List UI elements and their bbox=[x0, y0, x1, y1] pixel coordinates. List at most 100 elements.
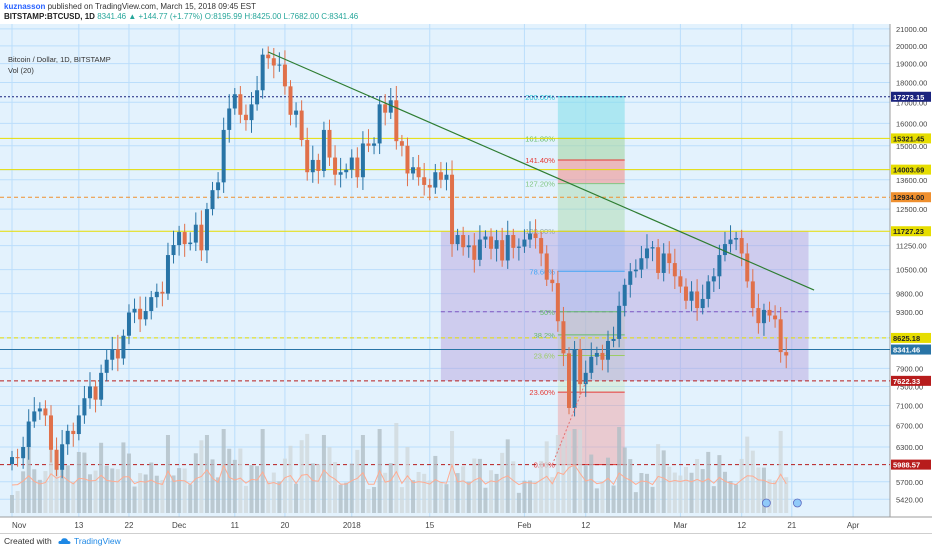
candle-body bbox=[177, 232, 182, 246]
candle-body bbox=[594, 352, 599, 357]
volume-bar bbox=[644, 473, 649, 513]
volume-bar bbox=[539, 460, 544, 513]
volume-bar bbox=[71, 481, 76, 513]
candle-body bbox=[544, 253, 549, 280]
volume-bar bbox=[583, 465, 588, 513]
volume-bar bbox=[672, 472, 677, 513]
volume-bar bbox=[277, 481, 282, 513]
candle-body bbox=[255, 90, 260, 105]
fib-level-label: 78.60% bbox=[529, 267, 555, 276]
volume-bar bbox=[121, 442, 126, 513]
candle-body bbox=[87, 386, 92, 399]
candle-body bbox=[333, 157, 338, 175]
volume-bar bbox=[728, 481, 733, 513]
candle-body bbox=[555, 283, 560, 322]
candle-body bbox=[728, 239, 733, 245]
y-tick-label: 12500.00 bbox=[896, 205, 927, 214]
candle-body bbox=[450, 174, 455, 245]
chart-canvas[interactable]: Nov 13 22 Dec 11 20 2018 15 Feb 12 Mar 12 21 Apr 21000… bbox=[0, 24, 932, 534]
volume-bar bbox=[572, 429, 577, 513]
author-link[interactable]: kuznasson bbox=[4, 2, 46, 11]
volume-bar bbox=[327, 447, 332, 513]
candle-body bbox=[617, 305, 622, 339]
fib-level-label: 161.80% bbox=[525, 134, 555, 143]
volume-bar bbox=[633, 492, 638, 513]
volume-bar bbox=[115, 469, 120, 513]
price-line-label: 5988.57 bbox=[893, 461, 920, 470]
candle-body bbox=[444, 174, 449, 180]
candle-body bbox=[299, 110, 304, 141]
volume-label: Vol (20) bbox=[8, 66, 34, 75]
volume-bar bbox=[416, 471, 421, 513]
candle-body bbox=[143, 311, 148, 320]
candle-body bbox=[349, 157, 354, 170]
x-tick-label: 21 bbox=[787, 521, 796, 530]
candle-body bbox=[48, 415, 53, 450]
volume-bar bbox=[522, 480, 527, 513]
candle-body bbox=[433, 172, 438, 188]
candle-body bbox=[171, 245, 176, 256]
volume-bar bbox=[561, 439, 566, 513]
candle-body bbox=[483, 236, 488, 240]
volume-bar bbox=[360, 435, 365, 513]
x-tick-label: 22 bbox=[125, 521, 134, 530]
candle-body bbox=[706, 281, 711, 299]
series-title: Bitcoin / Dollar, 1D, BITSTAMP bbox=[8, 55, 111, 64]
fib-level-label: 23.6% bbox=[534, 351, 556, 360]
fib-level-label: 141.40% bbox=[525, 156, 555, 165]
tradingview-cloud-icon bbox=[58, 538, 71, 544]
volume-bar bbox=[282, 458, 287, 513]
volume-bar bbox=[444, 484, 449, 513]
volume-bar bbox=[249, 465, 254, 513]
volume-bar bbox=[99, 442, 104, 513]
volume-bar bbox=[678, 475, 683, 513]
volume-bar bbox=[639, 473, 644, 513]
price-line-label: 11727.23 bbox=[893, 227, 924, 236]
candle-body bbox=[294, 110, 299, 115]
x-tick-label: Nov bbox=[12, 521, 26, 530]
volume-bar bbox=[338, 484, 343, 513]
candle-body bbox=[216, 182, 221, 191]
volume-bar bbox=[82, 452, 87, 513]
price-line-badge bbox=[891, 332, 931, 343]
volume-bar bbox=[210, 459, 215, 513]
candle-body bbox=[695, 291, 700, 309]
x-tick-label: 12 bbox=[581, 521, 590, 530]
candle-body bbox=[477, 239, 482, 260]
candle-body bbox=[43, 408, 48, 416]
volume-bar bbox=[739, 458, 744, 513]
candle-body bbox=[422, 177, 427, 185]
candle-body bbox=[739, 238, 744, 254]
candle-body bbox=[126, 312, 131, 336]
candle-body bbox=[71, 430, 76, 435]
price-chart[interactable]: Nov 13 22 Dec 11 20 2018 15 Feb 12 Mar 12 21 Apr 21000… bbox=[0, 24, 932, 534]
candle-body bbox=[427, 184, 432, 188]
candle-body bbox=[204, 209, 209, 251]
volume-bar bbox=[628, 459, 633, 513]
fib-level-label: 23.60% bbox=[529, 388, 555, 397]
candle-body bbox=[316, 159, 321, 171]
y-tick-label: 9300.00 bbox=[896, 308, 923, 317]
candle-body bbox=[65, 430, 70, 445]
candle-body bbox=[288, 86, 293, 115]
volume-bar bbox=[472, 458, 477, 513]
volume-bar bbox=[500, 452, 505, 513]
x-tick-label: 13 bbox=[74, 521, 83, 530]
tradingview-brand[interactable]: TradingView bbox=[74, 536, 121, 546]
volume-bar bbox=[138, 473, 143, 513]
candle-body bbox=[104, 359, 109, 373]
y-tick-label: 16000.00 bbox=[896, 119, 927, 128]
price-line-badge bbox=[891, 459, 931, 470]
x-tick-label: Apr bbox=[847, 521, 860, 530]
candle-body bbox=[661, 253, 666, 273]
y-tick-label: 7100.00 bbox=[896, 401, 923, 410]
candle-body bbox=[249, 104, 254, 121]
candle-body bbox=[494, 240, 499, 249]
candle-body bbox=[282, 64, 287, 87]
candle-body bbox=[366, 143, 371, 146]
candle-body bbox=[533, 233, 538, 239]
volume-bar bbox=[204, 435, 209, 513]
volume-bar bbox=[773, 480, 778, 513]
volume-bar bbox=[405, 447, 410, 513]
x-tick-label: 2018 bbox=[343, 521, 361, 530]
